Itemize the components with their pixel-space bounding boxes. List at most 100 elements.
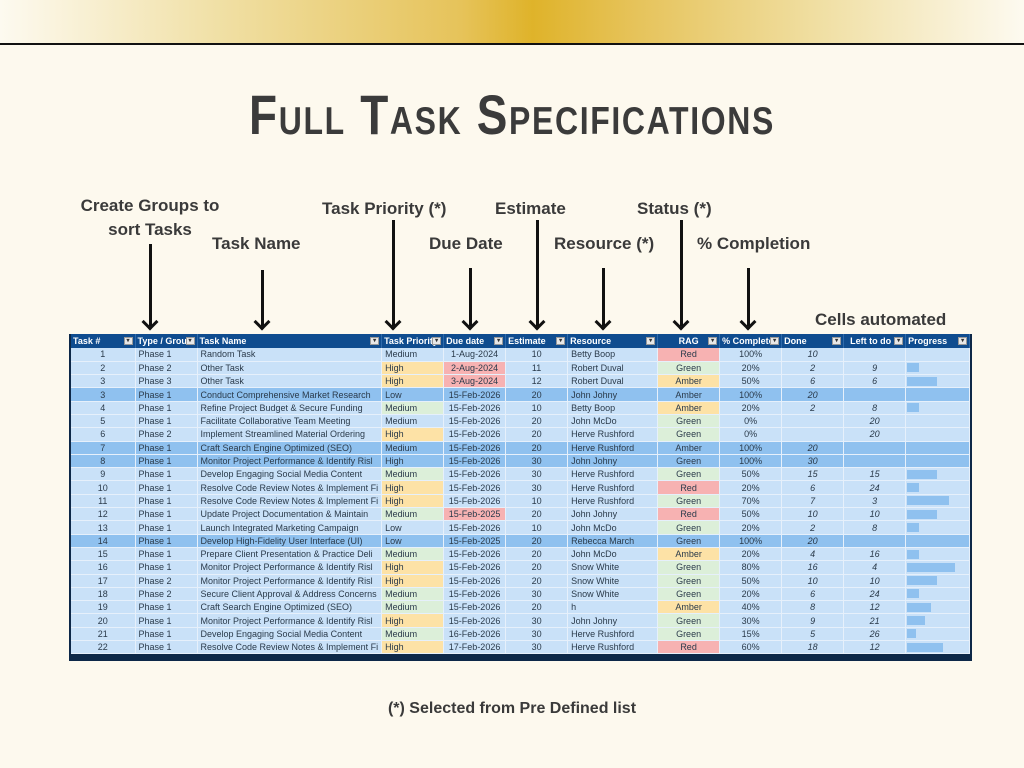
task-priority-cell[interactable]: Medium — [381, 401, 445, 415]
estimate-cell[interactable]: 12 — [505, 374, 569, 389]
left-to-do-cell[interactable]: 12 — [843, 640, 907, 655]
task-priority-cell[interactable]: High — [381, 574, 445, 588]
left-to-do-cell[interactable]: 8 — [843, 401, 907, 415]
task-number-cell[interactable]: 3 — [71, 387, 136, 402]
task-name-cell[interactable]: Refine Project Budget & Secure Funding — [197, 401, 383, 415]
resource-cell[interactable]: h — [567, 600, 659, 615]
task-number-cell[interactable]: 21 — [71, 627, 136, 642]
resource-cell[interactable]: John Johny — [567, 613, 659, 628]
task-name-cell[interactable]: Update Project Documentation & Maintain — [197, 507, 383, 522]
percent-complete-cell[interactable]: 100% — [719, 348, 783, 362]
task-priority-cell[interactable]: Low — [381, 534, 445, 548]
filter-dropdown-icon[interactable]: ▾ — [370, 337, 380, 345]
percent-complete-cell[interactable]: 60% — [719, 640, 783, 655]
percent-complete-cell[interactable]: 50% — [719, 374, 783, 389]
left-to-do-cell[interactable]: 3 — [843, 494, 907, 509]
task-priority-cell[interactable]: High — [381, 361, 445, 376]
resource-cell[interactable]: Rebecca March — [567, 534, 659, 548]
table-row[interactable]: 15 Phase 1 Prepare Client Presentation & P… — [71, 547, 971, 562]
rag-status-cell[interactable]: Amber — [657, 441, 721, 455]
task-priority-cell[interactable]: Medium — [381, 348, 445, 362]
done-cell[interactable]: 5 — [781, 627, 845, 642]
estimate-cell[interactable]: 30 — [505, 640, 569, 655]
estimate-cell[interactable]: 30 — [505, 627, 569, 642]
filter-dropdown-icon[interactable]: ▾ — [556, 337, 566, 345]
resource-cell[interactable]: Herve Rushford — [567, 467, 659, 482]
column-header[interactable]: Due date ▾ — [443, 334, 507, 348]
estimate-cell[interactable]: 30 — [505, 454, 569, 469]
done-cell[interactable]: 6 — [781, 480, 845, 495]
percent-complete-cell[interactable]: 100% — [719, 441, 783, 455]
left-to-do-cell[interactable]: 20 — [843, 427, 907, 442]
estimate-cell[interactable]: 30 — [505, 467, 569, 482]
task-number-cell[interactable]: 11 — [71, 494, 136, 509]
column-header[interactable]: Task # ▾ — [71, 334, 136, 348]
done-cell[interactable]: 2 — [781, 361, 845, 376]
due-date-cell[interactable]: 1-Aug-2024 — [443, 348, 507, 362]
done-cell[interactable]: 10 — [781, 507, 845, 522]
resource-cell[interactable]: Robert Duval — [567, 374, 659, 389]
due-date-cell[interactable]: 15-Feb-2026 — [443, 547, 507, 562]
rag-status-cell[interactable]: Red — [657, 480, 721, 495]
filter-dropdown-icon[interactable]: ▾ — [958, 337, 968, 345]
due-date-cell[interactable]: 17-Feb-2026 — [443, 640, 507, 655]
task-group-cell[interactable]: Phase 1 — [135, 613, 198, 628]
task-priority-cell[interactable]: High — [381, 613, 445, 628]
due-date-cell[interactable]: 15-Feb-2026 — [443, 414, 507, 429]
estimate-cell[interactable]: 20 — [505, 441, 569, 455]
task-number-cell[interactable]: 12 — [71, 507, 136, 522]
rag-status-cell[interactable]: Amber — [657, 600, 721, 615]
rag-status-cell[interactable]: Green — [657, 361, 721, 376]
task-group-cell[interactable]: Phase 1 — [135, 387, 198, 402]
due-date-cell[interactable]: 15-Feb-2026 — [443, 587, 507, 602]
task-name-cell[interactable]: Other Task — [197, 361, 383, 376]
task-number-cell[interactable]: 1 — [71, 348, 136, 362]
table-row[interactable]: 18 Phase 2 Secure Client Approval & Addres… — [71, 587, 971, 602]
done-cell[interactable]: 4 — [781, 547, 845, 562]
table-row[interactable]: 12 Phase 1 Update Project Documentation & … — [71, 507, 971, 522]
estimate-cell[interactable]: 20 — [505, 507, 569, 522]
left-to-do-cell[interactable] — [843, 441, 907, 455]
table-row[interactable]: 1 Phase 1 Random Task Medium 1-Aug-2024 10 Bet… — [71, 348, 971, 362]
sort-filter-icon[interactable]: ▾ — [123, 337, 133, 345]
estimate-cell[interactable]: 20 — [505, 600, 569, 615]
table-row[interactable]: 22 Phase 1 Resolve Code Review Notes & Imp… — [71, 640, 971, 655]
estimate-cell[interactable]: 30 — [505, 613, 569, 628]
left-to-do-cell[interactable]: 12 — [843, 600, 907, 615]
left-to-do-cell[interactable]: 4 — [843, 560, 907, 575]
estimate-cell[interactable]: 20 — [505, 534, 569, 548]
column-header[interactable]: RAG ▾ — [657, 334, 721, 348]
estimate-cell[interactable]: 20 — [505, 547, 569, 562]
left-to-do-cell[interactable]: 21 — [843, 613, 907, 628]
due-date-cell[interactable]: 15-Feb-2026 — [443, 427, 507, 442]
table-row[interactable]: 9 Phase 1 Develop Engaging Social Media Co… — [71, 467, 971, 482]
due-date-cell[interactable]: 15-Feb-2026 — [443, 520, 507, 535]
task-name-cell[interactable]: Implement Streamlined Material Ordering — [197, 427, 383, 442]
left-to-do-cell[interactable] — [843, 534, 907, 548]
resource-cell[interactable]: John McDo — [567, 414, 659, 429]
due-date-cell[interactable]: 3-Aug-2024 — [443, 374, 507, 389]
table-row[interactable]: 19 Phase 1 Craft Search Engine Optimized (… — [71, 600, 971, 615]
table-row[interactable]: 11 Phase 1 Resolve Code Review Notes & Imp… — [71, 494, 971, 509]
task-name-cell[interactable]: Resolve Code Review Notes & Implement Fi — [197, 480, 383, 495]
done-cell[interactable]: 6 — [781, 374, 845, 389]
task-name-cell[interactable]: Random Task — [197, 348, 383, 362]
done-cell[interactable]: 2 — [781, 520, 845, 535]
due-date-cell[interactable]: 15-Feb-2025 — [443, 534, 507, 548]
due-date-cell[interactable]: 15-Feb-2026 — [443, 560, 507, 575]
due-date-cell[interactable]: 15-Feb-2026 — [443, 480, 507, 495]
task-priority-cell[interactable]: High — [381, 427, 445, 442]
estimate-cell[interactable]: 10 — [505, 401, 569, 415]
done-cell[interactable]: 9 — [781, 613, 845, 628]
percent-complete-cell[interactable]: 0% — [719, 414, 783, 429]
task-name-cell[interactable]: Craft Search Engine Optimized (SEO) — [197, 441, 383, 455]
task-priority-cell[interactable]: Medium — [381, 467, 445, 482]
table-row[interactable]: 10 Phase 1 Resolve Code Review Notes & Imp… — [71, 480, 971, 495]
done-cell[interactable]: 10 — [781, 574, 845, 588]
resource-cell[interactable]: Herve Rushford — [567, 427, 659, 442]
rag-status-cell[interactable]: Green — [657, 520, 721, 535]
rag-status-cell[interactable]: Green — [657, 494, 721, 509]
rag-status-cell[interactable]: Green — [657, 534, 721, 548]
due-date-cell[interactable]: 2-Aug-2024 — [443, 361, 507, 376]
task-priority-cell[interactable]: Low — [381, 387, 445, 402]
